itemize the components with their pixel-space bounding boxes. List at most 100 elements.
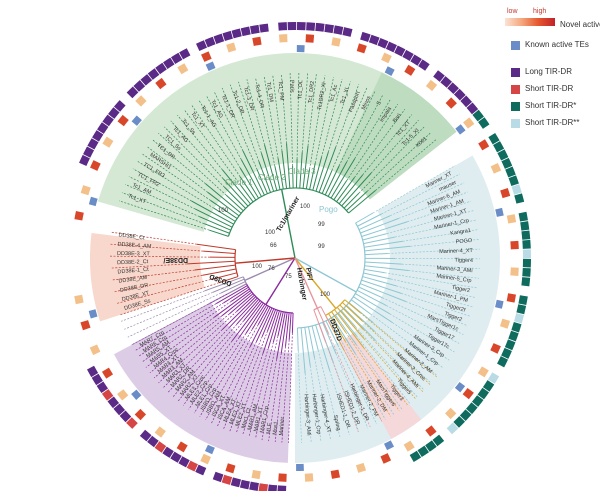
novel-activity-tile [101, 367, 114, 379]
support-value: 99 [318, 244, 325, 250]
known-active-tile [384, 66, 395, 76]
tir-type-tile [140, 74, 153, 86]
clade1-branch [327, 161, 348, 197]
pogo-tip-label: Spring [332, 414, 342, 431]
known-active-tile [384, 440, 395, 451]
harbinger-branch [328, 313, 346, 342]
tir-type-tile [446, 422, 459, 435]
mariner-branch [229, 297, 258, 328]
mariner-branch [288, 312, 292, 340]
tir-type-tile [522, 239, 531, 249]
tir-type-tile [471, 395, 484, 407]
novel-activity-tile [201, 51, 212, 62]
tir-type-tile [409, 450, 422, 462]
tir-type-tile [453, 88, 466, 101]
pogo-branch [364, 240, 403, 248]
novel-activity-tile [510, 267, 519, 276]
short-tir-star-swatch [511, 102, 520, 111]
pogo-branch [307, 326, 316, 359]
known-active-tile [296, 463, 304, 471]
clade1-tip-label: Tc1DR2_XI [317, 82, 328, 111]
clade1-branch [204, 223, 230, 234]
clade1-branch [260, 153, 275, 192]
tir-type-tile [306, 22, 316, 31]
known-active-tile [204, 444, 215, 455]
pogo-tip-branch [372, 165, 456, 214]
pogo-branch [325, 320, 339, 346]
mariner-tip-branch [235, 353, 264, 434]
pogo-tip-branch [375, 339, 425, 391]
tir-type-tile [231, 28, 242, 39]
harbinger-branch [342, 302, 363, 322]
clade1-branch [341, 172, 372, 207]
mariner-branch [243, 300, 261, 322]
novel-activity-tile [80, 320, 91, 331]
tir-type-tile [221, 474, 233, 485]
tir-type-tile [119, 410, 132, 423]
pogo-branch [350, 299, 371, 315]
pogo-branch [355, 212, 374, 224]
mariner-branch [249, 306, 271, 347]
clade1-tip-branch [137, 160, 215, 209]
tir-type-tile [508, 175, 519, 187]
pogo-tip-branch [329, 370, 350, 435]
novel-activity-tile [251, 469, 261, 480]
support-value: 100 [300, 204, 311, 210]
mariner-tip-branch [242, 348, 269, 436]
dd38e-tip-branch [110, 243, 204, 252]
pogo-branch [335, 314, 357, 345]
tir-type-tile [460, 95, 473, 108]
pogo-branch [364, 265, 409, 272]
tir-type-tile [195, 464, 207, 476]
tir-type-tile [402, 49, 414, 61]
pogo-branch [361, 221, 408, 237]
tir-type-tile [87, 138, 99, 150]
clade-label-clade1: Clade 1 [225, 178, 253, 187]
pogo-tip-branch [389, 313, 455, 353]
clade1-tip-branch [125, 184, 200, 217]
clade1-tip-label: Tc1_DR2 [308, 81, 316, 104]
clade1-branch [318, 147, 337, 193]
harbinger-tip-branch [363, 329, 424, 392]
mariner-tip-branch [229, 330, 268, 432]
tir-type-tile [511, 184, 522, 195]
dd39d-stem [244, 257, 296, 282]
pogo-tip-branch [355, 344, 403, 410]
dd38e-branch [203, 250, 236, 255]
clade1-tip-branch [314, 76, 334, 164]
clade1-branch [239, 168, 260, 199]
tir-type-tile [425, 440, 437, 452]
clade1-tip-branch [346, 103, 399, 181]
clade1-tip-branch [246, 79, 265, 146]
pif-branch [316, 308, 329, 334]
known-active-tile [455, 124, 466, 135]
tir-type-tile [97, 122, 109, 134]
harbinger-branch [336, 307, 365, 339]
novel-activity-tile [330, 469, 341, 479]
mariner-branch [256, 307, 273, 342]
novel-activity-tile [506, 214, 517, 224]
novel-activity-tile [425, 425, 437, 437]
tir-type-tile [277, 485, 287, 491]
known-active-swatch [511, 41, 520, 50]
pogo-branch [343, 307, 376, 341]
clade1-branch [210, 200, 238, 220]
pogo-branch [357, 213, 382, 227]
mariner-branch [267, 310, 280, 349]
clade1-branch [242, 150, 265, 196]
clade1-tip-branch [375, 138, 437, 191]
dd38e-branch [187, 260, 236, 265]
pogo-branch [328, 318, 340, 337]
mariner-branch [261, 308, 275, 337]
scale-high-label: high [533, 8, 547, 15]
clade1-branch [222, 169, 251, 205]
novel-activity-tile [74, 211, 84, 221]
harbinger-stem [294, 257, 337, 309]
mariner-tip-branch [141, 300, 232, 363]
tir-type-tile [324, 23, 334, 34]
pogo-branch [353, 296, 393, 324]
pif-tip-branch [328, 332, 371, 428]
mariner-tip-branch [167, 326, 231, 393]
tir-type-tile [258, 483, 269, 491]
clade1-branch [209, 229, 229, 237]
